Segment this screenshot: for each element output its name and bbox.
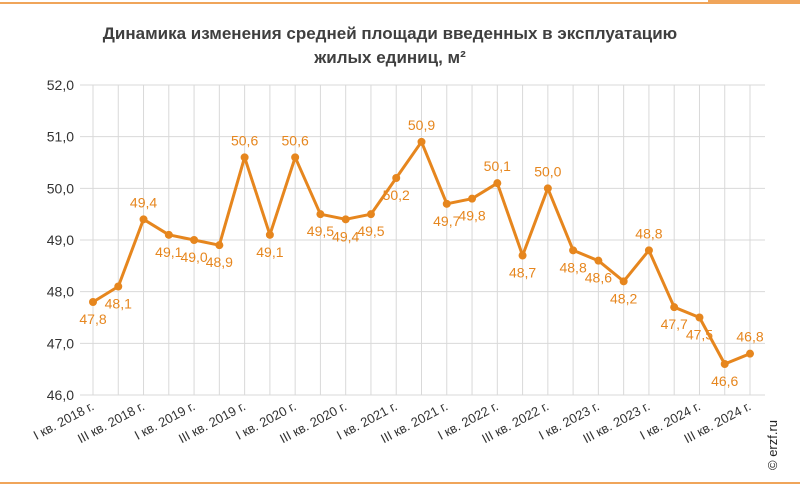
data-label: 49,5 xyxy=(307,223,334,239)
data-point xyxy=(695,313,704,322)
y-axis-ticks: 46,0 47,0 48,0 49,0 50,0 51,0 52,0 xyxy=(47,77,74,403)
data-label: 49,5 xyxy=(357,223,384,239)
bottom-accent-rule xyxy=(0,482,800,484)
source-credit: © erzf.ru xyxy=(765,419,780,470)
data-label: 49,4 xyxy=(130,194,157,210)
data-point xyxy=(215,241,224,250)
data-point xyxy=(190,236,199,244)
data-point xyxy=(569,246,578,255)
data-label: 50,1 xyxy=(484,158,511,174)
y-tick-label: 46,0 xyxy=(47,387,74,403)
data-labels: 47,848,149,449,149,048,950,649,150,649,5… xyxy=(79,117,763,389)
data-label: 50,2 xyxy=(383,187,410,203)
data-point xyxy=(720,360,729,368)
data-label: 48,9 xyxy=(206,254,233,270)
chart-title: Динамика изменения средней площади введе… xyxy=(60,22,720,70)
data-label: 49,1 xyxy=(256,244,283,260)
data-label: 48,6 xyxy=(585,270,612,286)
data-point xyxy=(164,230,173,239)
data-point xyxy=(543,184,552,193)
data-label: 49,0 xyxy=(180,249,207,265)
data-point xyxy=(316,210,325,219)
chart-title-line-2: жилых единиц, м² xyxy=(314,48,466,67)
data-label: 47,5 xyxy=(686,327,713,343)
data-point xyxy=(417,137,426,146)
data-point xyxy=(291,153,300,162)
data-point xyxy=(114,282,123,291)
data-label: 46,8 xyxy=(736,329,763,345)
data-point xyxy=(493,179,502,188)
data-label: 49,4 xyxy=(332,228,359,244)
data-label: 49,1 xyxy=(155,244,182,260)
data-point xyxy=(670,303,679,312)
y-tick-label: 47,0 xyxy=(47,335,74,351)
series-layer xyxy=(89,137,754,368)
data-point xyxy=(644,246,653,255)
data-label: 48,7 xyxy=(509,265,536,281)
data-point xyxy=(139,215,148,224)
data-point xyxy=(89,298,97,306)
data-point xyxy=(366,210,375,219)
data-label: 48,1 xyxy=(105,296,132,312)
grid-layer xyxy=(80,84,765,396)
y-tick-label: 50,0 xyxy=(47,180,74,196)
data-label: 47,7 xyxy=(661,316,688,332)
data-label: 48,8 xyxy=(635,225,662,241)
data-label: 47,8 xyxy=(79,311,106,327)
data-point xyxy=(594,256,603,265)
data-point xyxy=(240,153,249,162)
data-label: 48,8 xyxy=(559,259,586,275)
data-point xyxy=(265,230,274,239)
data-point xyxy=(341,215,350,224)
x-axis-ticks: I кв. 2018 г.III кв. 2018 г.I кв. 2019 г… xyxy=(31,398,754,446)
data-label: 49,7 xyxy=(433,213,460,229)
data-label: 50,9 xyxy=(408,117,435,133)
data-label: 50,6 xyxy=(231,132,258,148)
y-tick-label: 49,0 xyxy=(47,232,74,248)
data-label: 49,8 xyxy=(458,208,485,224)
data-point xyxy=(518,251,527,260)
data-label: 50,0 xyxy=(534,163,561,179)
top-accent-rule xyxy=(0,2,800,4)
data-label: 48,2 xyxy=(610,290,637,306)
data-point xyxy=(442,199,451,208)
chart-title-line-1: Динамика изменения средней площади введе… xyxy=(102,24,678,43)
data-point xyxy=(746,349,754,358)
data-point xyxy=(392,174,401,182)
y-tick-label: 48,0 xyxy=(47,284,74,300)
y-tick-label: 52,0 xyxy=(47,77,74,93)
data-point xyxy=(619,277,628,286)
data-label: 46,6 xyxy=(711,373,738,389)
data-point xyxy=(468,194,477,203)
y-tick-label: 51,0 xyxy=(47,129,74,145)
top-corner-tab xyxy=(708,0,800,4)
data-label: 50,6 xyxy=(282,132,309,148)
